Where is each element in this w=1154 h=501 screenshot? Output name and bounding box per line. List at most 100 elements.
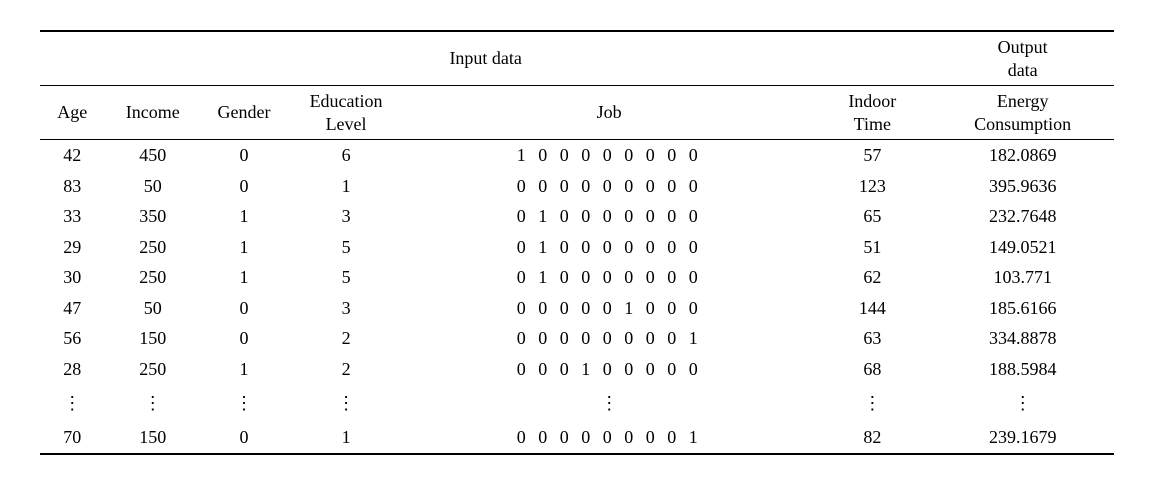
col-indoor: Indoor Time — [813, 86, 931, 140]
table-row: 4750030 0 0 0 0 1 0 0 0144185.6166 — [40, 293, 1114, 324]
cell-income: 50 — [104, 293, 201, 324]
cell-job: 0 0 0 0 0 1 0 0 0 — [405, 293, 813, 324]
vdots-energy: ⋮ — [931, 384, 1114, 422]
table-row: 30250150 1 0 0 0 0 0 0 062103.771 — [40, 262, 1114, 293]
cell-gender: 0 — [201, 140, 287, 171]
cell-edu: 5 — [287, 262, 405, 293]
cell-energy: 185.6166 — [931, 293, 1114, 324]
energy-line1: Energy — [997, 91, 1049, 111]
output-line2: data — [1008, 60, 1038, 80]
cell-edu: 5 — [287, 232, 405, 263]
vdots-age: ⋮ — [40, 384, 104, 422]
cell-gender: 1 — [201, 201, 287, 232]
cell-indoor: 62 — [813, 262, 931, 293]
cell-edu: 3 — [287, 293, 405, 324]
cell-job: 0 0 0 0 0 0 0 0 1 — [405, 323, 813, 354]
cell-age: 56 — [40, 323, 104, 354]
cell-age: 70 — [40, 422, 104, 454]
vdots-gender: ⋮ — [201, 384, 287, 422]
cell-energy: 188.5984 — [931, 354, 1114, 385]
cell-indoor: 63 — [813, 323, 931, 354]
col-gender: Gender — [201, 86, 287, 140]
vdots-income: ⋮ — [104, 384, 201, 422]
indoor-line2: Time — [854, 114, 891, 134]
table-row: 28250120 0 0 1 0 0 0 0 068188.5984 — [40, 354, 1114, 385]
cell-energy: 395.9636 — [931, 171, 1114, 202]
cell-gender: 0 — [201, 422, 287, 454]
vdots-indoor: ⋮ — [813, 384, 931, 422]
table-row: 70150010 0 0 0 0 0 0 0 182239.1679 — [40, 422, 1114, 454]
energy-line2: Consumption — [974, 114, 1071, 134]
cell-gender: 1 — [201, 232, 287, 263]
table-row: 8350010 0 0 0 0 0 0 0 0123395.9636 — [40, 171, 1114, 202]
cell-edu: 6 — [287, 140, 405, 171]
cell-job: 0 0 0 1 0 0 0 0 0 — [405, 354, 813, 385]
input-data-header: Input data — [40, 31, 931, 86]
col-education: Education Level — [287, 86, 405, 140]
cell-age: 29 — [40, 232, 104, 263]
cell-indoor: 82 — [813, 422, 931, 454]
cell-age: 42 — [40, 140, 104, 171]
cell-indoor: 123 — [813, 171, 931, 202]
indoor-line1: Indoor — [848, 91, 896, 111]
cell-income: 350 — [104, 201, 201, 232]
cell-job: 0 1 0 0 0 0 0 0 0 — [405, 201, 813, 232]
cell-age: 47 — [40, 293, 104, 324]
cell-edu: 3 — [287, 201, 405, 232]
col-job: Job — [405, 86, 813, 140]
table-row: 33350130 1 0 0 0 0 0 0 065232.7648 — [40, 201, 1114, 232]
cell-indoor: 68 — [813, 354, 931, 385]
cell-income: 50 — [104, 171, 201, 202]
cell-energy: 182.0869 — [931, 140, 1114, 171]
cell-indoor: 144 — [813, 293, 931, 324]
table-row: 42450061 0 0 0 0 0 0 0 057182.0869 — [40, 140, 1114, 171]
cell-income: 150 — [104, 323, 201, 354]
cell-age: 33 — [40, 201, 104, 232]
header-group-row: Input data Output data — [40, 31, 1114, 86]
col-income: Income — [104, 86, 201, 140]
cell-edu: 2 — [287, 354, 405, 385]
cell-energy: 334.8878 — [931, 323, 1114, 354]
cell-job: 0 1 0 0 0 0 0 0 0 — [405, 262, 813, 293]
cell-gender: 0 — [201, 171, 287, 202]
cell-income: 450 — [104, 140, 201, 171]
cell-age: 28 — [40, 354, 104, 385]
cell-gender: 1 — [201, 354, 287, 385]
edu-line2: Level — [326, 114, 367, 134]
ellipsis-row: ⋮⋮⋮⋮⋮⋮⋮ — [40, 384, 1114, 422]
table-body: 42450061 0 0 0 0 0 0 0 057182.0869835001… — [40, 140, 1114, 454]
col-age: Age — [40, 86, 104, 140]
cell-job: 0 0 0 0 0 0 0 0 0 — [405, 171, 813, 202]
vdots-job: ⋮ — [405, 384, 813, 422]
output-line1: Output — [998, 37, 1048, 57]
cell-edu: 1 — [287, 422, 405, 454]
header-columns-row: Age Income Gender Education Level Job In… — [40, 86, 1114, 140]
col-energy: Energy Consumption — [931, 86, 1114, 140]
table-row: 29250150 1 0 0 0 0 0 0 051149.0521 — [40, 232, 1114, 263]
cell-energy: 239.1679 — [931, 422, 1114, 454]
vdots-edu: ⋮ — [287, 384, 405, 422]
cell-job: 0 1 0 0 0 0 0 0 0 — [405, 232, 813, 263]
cell-gender: 0 — [201, 293, 287, 324]
cell-energy: 103.771 — [931, 262, 1114, 293]
cell-income: 150 — [104, 422, 201, 454]
cell-indoor: 65 — [813, 201, 931, 232]
cell-age: 30 — [40, 262, 104, 293]
cell-age: 83 — [40, 171, 104, 202]
table-row: 56150020 0 0 0 0 0 0 0 163334.8878 — [40, 323, 1114, 354]
data-table: Input data Output data Age Income Gender… — [40, 30, 1114, 455]
cell-edu: 2 — [287, 323, 405, 354]
cell-indoor: 51 — [813, 232, 931, 263]
cell-gender: 1 — [201, 262, 287, 293]
output-data-header: Output data — [931, 31, 1114, 86]
cell-job: 1 0 0 0 0 0 0 0 0 — [405, 140, 813, 171]
cell-gender: 0 — [201, 323, 287, 354]
cell-income: 250 — [104, 262, 201, 293]
cell-edu: 1 — [287, 171, 405, 202]
cell-income: 250 — [104, 354, 201, 385]
cell-energy: 232.7648 — [931, 201, 1114, 232]
edu-line1: Education — [310, 91, 383, 111]
cell-energy: 149.0521 — [931, 232, 1114, 263]
cell-job: 0 0 0 0 0 0 0 0 1 — [405, 422, 813, 454]
cell-indoor: 57 — [813, 140, 931, 171]
